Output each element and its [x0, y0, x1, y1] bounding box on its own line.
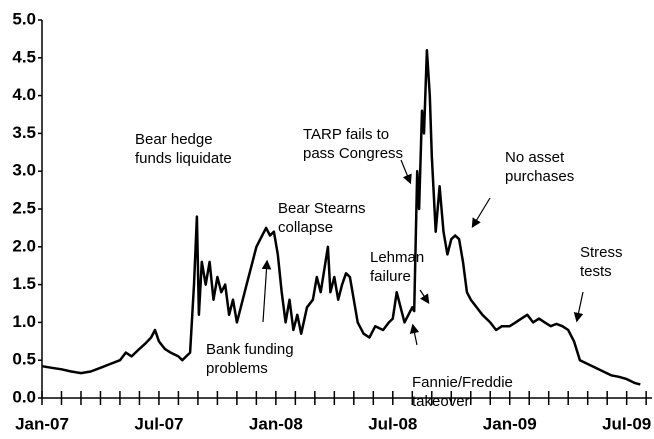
annotation-arrow — [471, 197, 491, 229]
annotation: Bear hedge — [135, 131, 213, 148]
x-tick-label: Jan-08 — [249, 414, 303, 433]
annotation-arrow — [400, 159, 412, 185]
x-tick-label: Jul-08 — [368, 414, 417, 433]
y-tick-label: 3.0 — [12, 161, 36, 180]
annotation: TARP fails to — [303, 126, 389, 143]
y-tick-label: 2.5 — [12, 198, 36, 217]
annotation: problems — [206, 360, 268, 377]
annotation-arrow — [419, 289, 430, 304]
y-tick-label: 5.0 — [12, 9, 36, 28]
annotation: Lehman — [370, 249, 424, 266]
annotation: takeover — [412, 393, 470, 410]
y-tick-label: 4.5 — [12, 47, 36, 66]
annotation: failure — [370, 268, 411, 285]
annotation-arrow — [409, 323, 420, 346]
annotation: pass Congress — [303, 145, 403, 162]
annotation: Bear Stearns — [278, 200, 366, 217]
y-tick-label: 2.0 — [12, 236, 36, 255]
annotation: purchases — [505, 168, 574, 185]
y-tick-label: 1.5 — [12, 274, 36, 293]
y-tick-label: 1.0 — [12, 312, 36, 331]
y-tick-label: 4.0 — [12, 85, 36, 104]
x-tick-label: Jul-07 — [134, 414, 183, 433]
annotation: funds liquidate — [135, 150, 232, 167]
annotation: tests — [580, 263, 612, 280]
annotation: Bank funding — [206, 341, 294, 358]
annotation: No asset — [505, 149, 565, 166]
annotation: Stress — [580, 244, 623, 261]
x-tick-label: Jan-07 — [15, 414, 69, 433]
x-tick-label: Jul-09 — [602, 414, 651, 433]
y-tick-label: 0.0 — [12, 387, 36, 406]
annotation: collapse — [278, 219, 333, 236]
annotation-arrow — [573, 291, 584, 323]
y-tick-label: 3.5 — [12, 123, 36, 142]
x-tick-label: Jan-09 — [483, 414, 537, 433]
series-line — [41, 48, 641, 386]
y-tick-label: 0.5 — [12, 350, 36, 369]
annotation: Fannie/Freddie — [412, 374, 513, 391]
annotation-arrow — [261, 259, 272, 323]
